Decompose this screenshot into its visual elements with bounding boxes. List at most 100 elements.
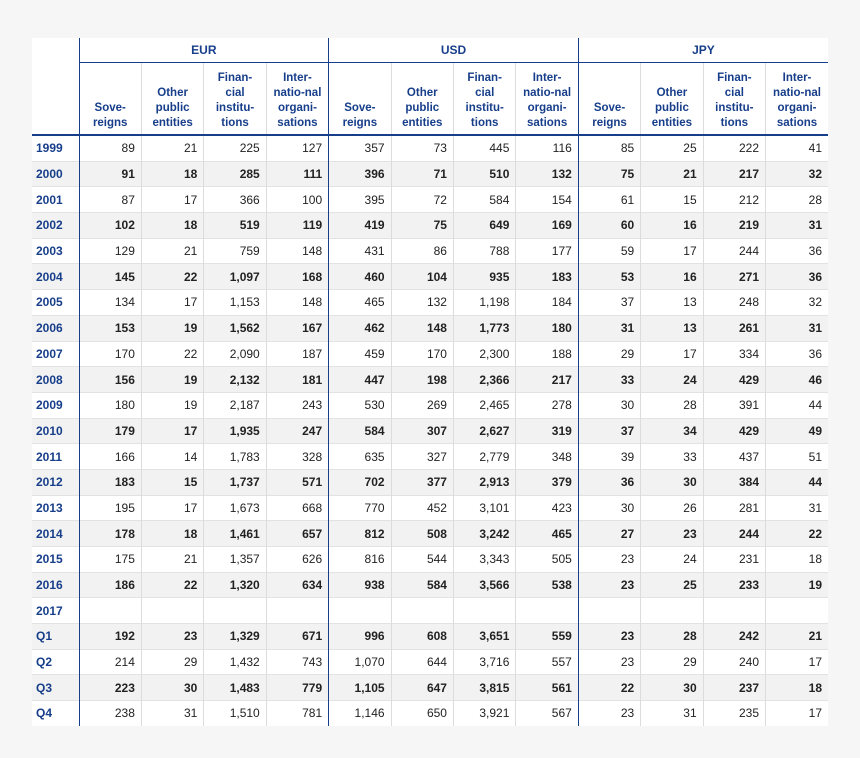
table-cell: 51 [765, 443, 828, 470]
table-cell: 2,366 [452, 366, 516, 393]
table-cell: 31 [765, 212, 828, 239]
table-cell: 85 [577, 134, 641, 162]
table-cell: 1,105 [328, 674, 392, 701]
table-cell: 33 [577, 366, 641, 393]
table-cell: 181 [265, 366, 329, 393]
column-header-line: Sove- [593, 102, 626, 114]
column-header-line: Finan- [217, 72, 253, 84]
table-cell: 13 [640, 289, 704, 316]
table-cell: 22 [140, 340, 204, 367]
table-cell: 30 [640, 468, 704, 496]
table-cell: 244 [702, 520, 766, 547]
table-cell: 170 [390, 340, 454, 367]
table-cell: 19 [765, 571, 828, 598]
table-cell: 31 [640, 700, 704, 726]
table-cell: 30 [577, 391, 641, 419]
table-cell: 217 [515, 366, 579, 393]
table-cell: 170 [78, 340, 142, 367]
column-header-line: reigns [592, 117, 627, 129]
table-cell [328, 597, 392, 624]
table-cell: 243 [265, 391, 329, 419]
table-cell: 31 [765, 314, 828, 341]
table-cell: 505 [515, 546, 579, 573]
table-row: 2016 186 22 1,320 634 938 584 3,566 538 23 25 233 19 [32, 571, 828, 598]
table-cell: 31 [140, 700, 204, 726]
table-cell: 192 [78, 623, 142, 650]
table-cell: 935 [452, 263, 516, 290]
table-cell: 459 [328, 340, 392, 367]
column-header-eur-other-public-entities: Other public entities [140, 62, 204, 135]
column-header-jpy-financial-institutions: Finan-cial institu-tions [702, 62, 766, 135]
row-label: 2000 [32, 160, 79, 187]
column-header-line: reigns [342, 117, 378, 129]
table-cell: 86 [390, 237, 454, 264]
table-cell: 248 [702, 289, 766, 316]
table-cell: 3,566 [452, 571, 516, 598]
table-cell: 23 [577, 700, 641, 726]
table-cell: 238 [78, 700, 142, 726]
column-header-line: reigns [92, 117, 128, 129]
table-cell: 584 [452, 186, 516, 213]
table-cell: 269 [390, 391, 454, 419]
column-header-line: cial [225, 87, 245, 99]
table-cell: 222 [702, 134, 766, 162]
column-header-line: sations [277, 117, 318, 129]
table-cell: 23 [577, 648, 641, 675]
table-body: 1999 89 21 225 127 357 73 445 116 85 25 222 41 2000 91… [32, 134, 828, 726]
table-row: 2001 87 17 366 100 395 72 584 154 61 15 212 28 [32, 186, 828, 213]
table-cell: 17 [140, 494, 204, 521]
table-cell: 647 [390, 674, 454, 701]
table-cell: 17 [140, 186, 204, 213]
table-cell: 24 [640, 546, 704, 573]
table-cell: 996 [328, 623, 392, 650]
table-cell: 1,737 [203, 468, 267, 496]
table-cell: 231 [702, 546, 766, 573]
column-header-jpy-sovereigns: Sove-reigns [577, 62, 641, 135]
table-cell: 1,329 [203, 623, 267, 650]
column-header-line: natio-nal [773, 87, 821, 99]
table-cell: 53 [577, 263, 641, 290]
table-cell: 508 [390, 520, 454, 547]
table-cell: 2,779 [452, 443, 516, 470]
table-cell: 29 [577, 340, 641, 367]
table-cell [765, 597, 828, 624]
table-cell: 938 [328, 571, 392, 598]
table-cell: 3,101 [452, 494, 516, 521]
table-cell: 21 [640, 160, 704, 187]
table-cell: 72 [390, 186, 454, 213]
table-cell [78, 597, 142, 624]
table-cell: 384 [702, 468, 766, 496]
table-cell: 37 [577, 417, 641, 444]
row-label: Q1 [32, 623, 79, 650]
table-cell: 89 [78, 134, 142, 162]
column-header-line: Inter- [532, 72, 562, 84]
table-cell: 91 [78, 160, 142, 187]
table-cell: 59 [577, 237, 641, 264]
row-label: 2001 [32, 186, 79, 213]
table-row: 2014 178 18 1,461 657 812 508 3,242 465 27 23 244 22 [32, 520, 828, 547]
table-cell: 571 [265, 468, 329, 496]
table-cell: 31 [765, 494, 828, 521]
table-cell: 212 [702, 186, 766, 213]
table-cell: 100 [265, 186, 329, 213]
table-cell: 17 [640, 340, 704, 367]
table-cell: 1,153 [203, 289, 267, 316]
table-cell: 634 [265, 571, 329, 598]
table-cell: 247 [265, 417, 329, 444]
table-cell: 559 [515, 623, 579, 650]
table-cell: 129 [78, 237, 142, 264]
table-cell: 233 [702, 571, 766, 598]
table-cell: 452 [390, 494, 454, 521]
table-cell: 391 [702, 391, 766, 419]
table-row: Q4 238 31 1,510 781 1,146 650 3,921 567 23 31 235 17 [32, 700, 828, 726]
table-cell: 61 [577, 186, 641, 213]
row-label: 2004 [32, 263, 79, 290]
table-cell: 183 [515, 263, 579, 290]
table-cell: 184 [515, 289, 579, 316]
column-header-line: entities [651, 117, 693, 129]
table-cell: 179 [78, 417, 142, 444]
table-cell: 28 [640, 391, 704, 419]
table-cell: 36 [765, 340, 828, 367]
table-cell: 429 [702, 366, 766, 393]
row-label: Q4 [32, 700, 79, 726]
